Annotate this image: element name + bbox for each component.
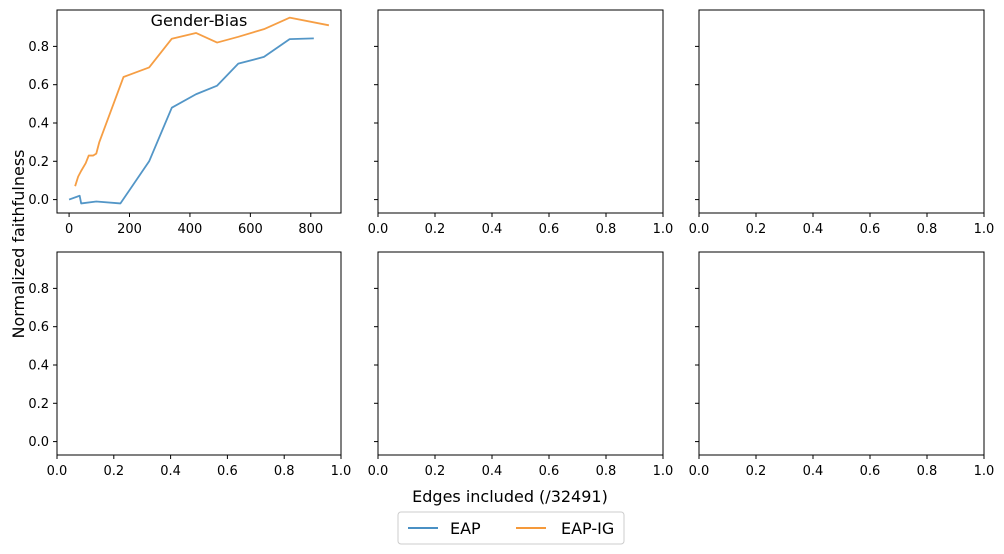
x-tick-label: 200	[117, 222, 142, 237]
x-tick-label: 400	[178, 222, 203, 237]
x-tick-label: 0.4	[160, 464, 181, 479]
x-tick-label: 0.8	[596, 222, 617, 237]
x-tick-label: 0.6	[860, 222, 881, 237]
panels: 0 200 400 600 8000.00.20.40.60.8Gender-Bias0…	[28, 9, 995, 479]
x-tick-label: 1.0	[331, 464, 352, 479]
y-tick-label: 0.8	[28, 40, 49, 55]
panel-4: 0.0 0.2 0.4 0.6 0.8 1.0 0.0 0.2 0.4 0.6 0.8	[28, 251, 352, 479]
x-tick-label: 0.6	[539, 464, 560, 479]
axes-frame	[377, 9, 664, 214]
series-line-eap-ig	[74, 16, 330, 187]
x-tick-label: 0.8	[917, 464, 938, 479]
x-tick-label: 0.6	[539, 222, 560, 237]
panel-3: 0.0 0.2 0.4 0.6 0.8 1.0	[689, 9, 995, 237]
x-tick-label: 0.0	[689, 222, 710, 237]
axes-frame	[698, 9, 985, 214]
x-tick-label: 0.6	[860, 464, 881, 479]
x-tick-label: 0.4	[482, 222, 503, 237]
x-tick-label: 600	[238, 222, 263, 237]
x-tick-label: 0.4	[803, 464, 824, 479]
x-tick-label: 0.2	[746, 222, 767, 237]
x-tick-label: 0.8	[917, 222, 938, 237]
x-tick-label: 0.0	[47, 464, 68, 479]
x-tick-label: 0.2	[425, 222, 446, 237]
x-tick-label: 0.0	[368, 464, 389, 479]
x-tick-label: 1.0	[974, 464, 995, 479]
legend: EAP EAP-IG	[397, 511, 625, 545]
x-tick-label: 0.6	[217, 464, 238, 479]
x-tick-label: 800	[298, 222, 323, 237]
x-tick-label: 1.0	[653, 222, 674, 237]
panel-6: 0.0 0.2 0.4 0.6 0.8 1.0	[689, 251, 995, 479]
y-tick-label: 0.4	[28, 358, 49, 373]
y-tick-label: 0.6	[28, 78, 49, 93]
x-axis-title: Edges included (/32491)	[412, 487, 608, 506]
legend-label-eap-ig: EAP-IG	[561, 519, 614, 538]
y-tick-label: 0.0	[28, 193, 49, 208]
y-tick-label: 0.2	[28, 397, 49, 412]
x-tick-label: 0.2	[425, 464, 446, 479]
x-tick-label: 0.4	[803, 222, 824, 237]
legend-label-eap: EAP	[450, 519, 481, 538]
x-tick-label: 0.4	[482, 464, 503, 479]
panel-title: Gender-Bias	[151, 11, 248, 30]
axes-frame	[56, 9, 342, 214]
panel-1: 0 200 400 600 800 0.0 0.2 0.4 0.6 0.8 Gender-Bias	[28, 9, 342, 237]
x-tick-label: 0	[65, 222, 73, 237]
x-tick-label: 1.0	[653, 464, 674, 479]
axes-frame	[377, 251, 664, 456]
y-tick-label: 0.0	[28, 435, 49, 450]
series-line-eap	[68, 37, 314, 205]
axes-frame	[56, 251, 342, 456]
y-tick-label: 0.6	[28, 320, 49, 335]
y-tick-label: 0.8	[28, 282, 49, 297]
x-tick-label: 0.0	[368, 222, 389, 237]
axes-frame	[698, 251, 985, 456]
legend-box	[397, 511, 625, 545]
x-tick-label: 1.0	[974, 222, 995, 237]
x-tick-label: 0.2	[746, 464, 767, 479]
x-tick-label: 0.2	[103, 464, 124, 479]
x-tick-label: 0.8	[596, 464, 617, 479]
panel-5: 0.0 0.2 0.4 0.6 0.8 1.0	[368, 251, 674, 479]
panel-2: 0.0 0.2 0.4 0.6 0.8 1.0	[368, 9, 674, 237]
y-tick-label: 0.2	[28, 155, 49, 170]
y-tick-label: 0.4	[28, 116, 49, 131]
y-axis-title: Normalized faithfulness	[9, 150, 28, 339]
x-tick-label: 0.8	[274, 464, 295, 479]
x-tick-label: 0.0	[689, 464, 710, 479]
